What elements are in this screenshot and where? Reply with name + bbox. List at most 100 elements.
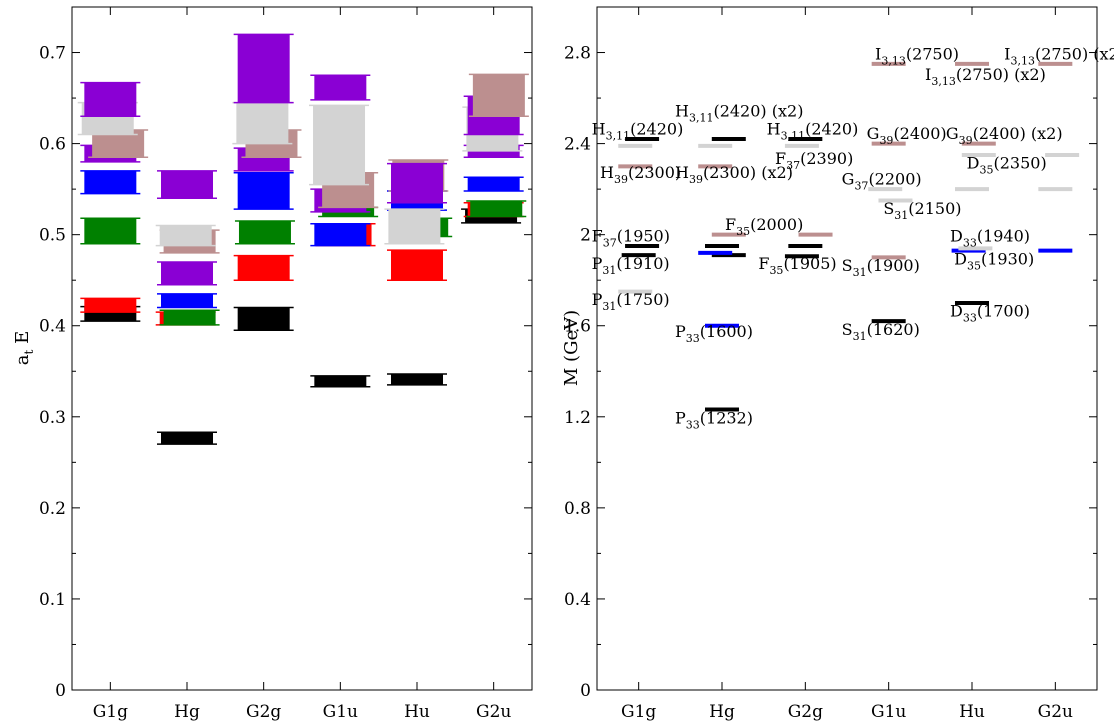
resonance-label-letter: F <box>725 215 736 234</box>
resonance-label-letter: H <box>600 163 614 182</box>
left-y-tick-label: 0.5 <box>39 226 66 246</box>
energy-bands-layer <box>77 33 529 445</box>
resonance-label-subscript: 3,11 <box>689 111 714 124</box>
resonance-label-mass: (1905) <box>783 254 836 273</box>
right-y-tick-label: 1.2 <box>564 408 591 428</box>
resonance-label-subscript: 31 <box>853 266 867 279</box>
right-x-tick-label-G1u: G1u <box>871 702 906 722</box>
resonance-label-letter: I <box>1004 44 1010 63</box>
resonance-label-letter: P <box>675 409 686 428</box>
left-x-tick-label-G2u: G2u <box>476 702 511 722</box>
resonance-label-22: D33(1940) <box>950 226 1030 249</box>
energy-band-G1g-3 <box>84 170 137 194</box>
left-y-tick-label: 0.1 <box>39 590 66 610</box>
resonance-label-subscript: 39 <box>689 173 703 186</box>
energy-band-G1g-1 <box>84 298 137 313</box>
right-x-tick-label-G2u: G2u <box>1038 702 1073 722</box>
resonance-label-subscript: 37 <box>786 159 800 172</box>
resonance-label-letter: H <box>675 101 689 120</box>
resonance-label-mass: (2420) (x2) <box>713 101 803 120</box>
resonance-label-subscript: 35 <box>967 259 981 272</box>
right-x-tick-label-Hu: Hu <box>959 702 985 722</box>
resonance-label-subscript: 33 <box>686 419 700 432</box>
resonance-label-subscript: 31 <box>894 209 908 222</box>
resonance-label-subscript: 35 <box>979 164 993 177</box>
resonance-label-9: P33(1232) <box>675 409 753 432</box>
resonance-label-letter: G <box>867 124 880 143</box>
energy-band-G2u-42 <box>467 177 520 191</box>
resonance-label-25: I3,13(2750) (x2) <box>1004 44 1114 67</box>
left-y-tick-label: 0.3 <box>39 408 66 428</box>
resonance-label-mass: (2150) <box>908 199 961 218</box>
resonance-label-subscript: 35 <box>736 225 750 238</box>
resonance-label-subscript: 39 <box>879 134 893 147</box>
resonance-label-3: P31(1910) <box>592 254 670 277</box>
resonance-label-mass: (1750) <box>616 290 669 309</box>
energy-band-G2g-23 <box>237 34 290 103</box>
resonance-label-subscript: 33 <box>686 332 700 345</box>
resonance-label-mass: (2750) (x2) <box>956 65 1046 84</box>
resonance-label-subscript: 3,13 <box>1010 54 1035 67</box>
resonance-label-letter: F <box>758 254 769 273</box>
right-y-tick-label: 0.4 <box>564 590 591 610</box>
resonance-label-mass: (2420) <box>805 119 858 138</box>
resonance-label-12: F35(1905) <box>758 254 836 277</box>
resonance-label-5: H3,11(2420) (x2) <box>675 101 803 124</box>
energy-band-Hu-36 <box>388 209 441 244</box>
resonance-label-subscript: 37 <box>603 236 617 249</box>
right-y-axis-title: M (GeV) <box>561 310 582 386</box>
resonance-label-subscript: 31 <box>602 264 616 277</box>
energy-band-Hg-11 <box>161 293 213 308</box>
resonance-label-letter: D <box>950 226 963 245</box>
right-axes-layer: 0 0.4 0.8 1.2 1.6 2 2.4 2.8 G1g Hg G2g G1u Hu G2u <box>564 7 1097 722</box>
resonance-label-subscript: 31 <box>853 330 867 343</box>
resonance-label-mass: (2000) <box>750 215 803 234</box>
resonance-label-letter: I <box>925 65 931 84</box>
resonance-label-subscript: 35 <box>769 264 783 277</box>
right-x-tick-label-Hg: Hg <box>709 702 735 722</box>
resonance-label-1: H39(2300) <box>600 163 681 186</box>
resonance-label-mass: (2200) <box>868 170 921 189</box>
resonance-label-letter: D <box>954 249 967 268</box>
resonance-label-letter: H <box>592 119 606 138</box>
resonance-label-20: G39(2400) (x2) <box>946 124 1063 147</box>
energy-band-G1g-7 <box>84 82 137 117</box>
left-panel-energy-bands: 0 0.1 0.2 0.3 0.4 0.5 0.6 0.7 G1g Hg G2g G1u Hu G2u a… <box>12 6 533 722</box>
right-y-tick-label: 1.6 <box>564 317 591 337</box>
resonance-labels-layer: H3,11(2420)H39(2300)F37(1950)P31(1910)P3… <box>592 44 1114 431</box>
resonance-label-4: P31(1750) <box>592 290 670 313</box>
right-y-tick-label: 2 <box>580 226 591 246</box>
left-y-tick-label: 0 <box>55 681 66 701</box>
energy-band-G1u-30 <box>313 105 366 185</box>
energy-band-G1u-26 <box>314 223 367 246</box>
right-y-tick-label: 0 <box>580 681 591 701</box>
left-x-tick-label-G2g: G2g <box>246 702 281 722</box>
left-y-axis-title-main: a <box>12 354 33 365</box>
energy-band-G2g-22 <box>236 102 289 144</box>
resonance-label-14: G39(2400) <box>867 124 947 147</box>
resonance-label-subscript: 3,11 <box>781 129 806 142</box>
resonance-label-mass: (2420) <box>630 119 683 138</box>
resonance-label-18: S31(1620) <box>842 320 920 343</box>
left-axes-layer: 0 0.1 0.2 0.3 0.4 0.5 0.6 0.7 G1g Hg G2g G1u Hu G2u <box>39 7 532 722</box>
energy-band-G2g-17 <box>237 255 290 281</box>
right-y-tick-label: 2.4 <box>564 135 591 155</box>
energy-band-Hu-32 <box>391 373 443 385</box>
left-y-axis-title: at E <box>12 331 36 365</box>
left-y-axis-title-rest: E <box>12 331 33 350</box>
resonance-label-23: D35(1930) <box>954 249 1034 272</box>
resonance-label-0: H3,11(2420) <box>592 119 684 142</box>
resonance-label-mass: (2300) (x2) <box>703 163 793 182</box>
energy-band-G2g-18 <box>238 221 291 244</box>
resonance-label-subscript: 39 <box>614 173 628 186</box>
energy-band-Hg-12 <box>161 261 213 285</box>
resonance-label-mass: (2350) <box>993 154 1046 173</box>
resonance-label-mass: (1930) <box>981 249 1034 268</box>
resonance-label-letter: H <box>675 163 689 182</box>
resonance-label-mass: (1940) <box>977 226 1030 245</box>
left-plot-frame <box>71 6 533 691</box>
resonance-label-6: H39(2300) (x2) <box>675 163 793 186</box>
resonance-label-letter: I <box>875 44 881 63</box>
resonance-label-15: G37(2200) <box>842 170 922 193</box>
resonance-label-24: D33(1700) <box>950 302 1030 325</box>
